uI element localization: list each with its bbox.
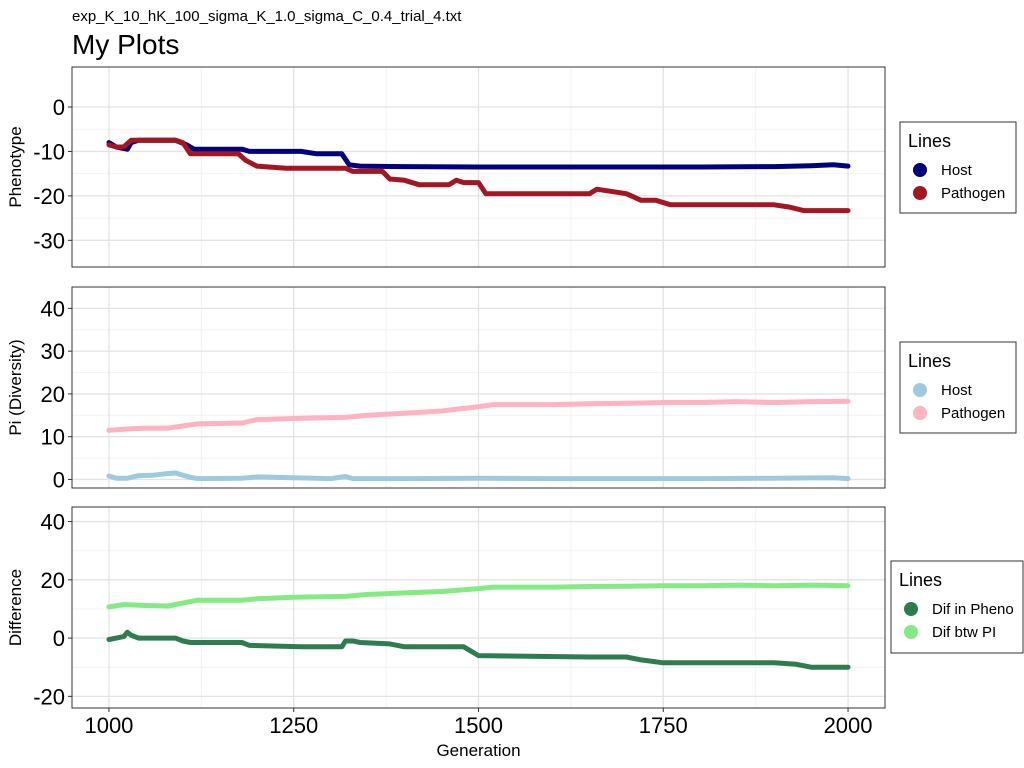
series-line-dif-in-pheno bbox=[106, 629, 851, 670]
panel-2: 0 10 20 30 40 Pi (Diversity) Lines Host Pathogen bbox=[6, 286, 1017, 492]
y-tick-label: -10 bbox=[33, 139, 65, 164]
y-tick-label: 0 bbox=[53, 95, 65, 120]
legend-label-host: Host bbox=[941, 162, 973, 179]
legend-label-pathogen: Pathogen bbox=[941, 405, 1005, 422]
y-tick-label: 20 bbox=[41, 568, 65, 593]
y-tick-label: 40 bbox=[41, 510, 65, 535]
panel-3: 40 20 0 -20 1000 1250 1500 1750 2000 Generation Di… bbox=[6, 506, 1024, 760]
x-tick-label: 1000 bbox=[84, 713, 133, 738]
legend-title: Lines bbox=[899, 570, 942, 590]
legend-title: Lines bbox=[908, 131, 951, 151]
y-tick-label: 40 bbox=[41, 296, 65, 321]
legend: Lines Dif in Pheno Dif btw PI bbox=[890, 560, 1024, 654]
x-tick-label: 1500 bbox=[454, 713, 503, 738]
legend-key-dif-in-pheno bbox=[904, 602, 918, 616]
legend-label-host: Host bbox=[941, 382, 973, 399]
series-line-pathogen bbox=[106, 137, 851, 214]
y-tick-label: -30 bbox=[33, 228, 65, 253]
y-tick-label: 20 bbox=[41, 382, 65, 407]
y-tick-label: 30 bbox=[41, 339, 65, 364]
legend-key-pathogen bbox=[913, 186, 927, 200]
y-tick-label: 0 bbox=[53, 467, 65, 492]
figure-title: My Plots bbox=[72, 29, 179, 60]
legend-label-pathogen: Pathogen bbox=[941, 185, 1005, 202]
panels: 0 -10 -20 -30 Phenotype Lines Host Pathogen 0 10 2… bbox=[6, 66, 1024, 760]
y-tick-label: -20 bbox=[33, 184, 65, 209]
legend-key-pathogen bbox=[913, 406, 927, 420]
legend-label-dif-btw-pi: Dif btw PI bbox=[932, 624, 996, 641]
figure-subtitle: exp_K_10_hK_100_sigma_K_1.0_sigma_C_0.4_… bbox=[72, 8, 462, 25]
legend-key-host bbox=[913, 163, 927, 177]
y-tick-label: 0 bbox=[53, 626, 65, 651]
panel-border bbox=[71, 66, 886, 268]
series-line-dif-btw-pi bbox=[106, 582, 851, 610]
panel-border bbox=[71, 286, 886, 489]
x-tick-label: 2000 bbox=[824, 713, 873, 738]
x-tick-label: 1250 bbox=[269, 713, 318, 738]
y-axis-label: Phenotype bbox=[6, 126, 25, 207]
y-tick-label: 10 bbox=[41, 425, 65, 450]
legend: Lines Host Pathogen bbox=[899, 341, 1017, 434]
legend-key-host bbox=[913, 383, 927, 397]
series-line-pathogen bbox=[106, 398, 851, 433]
x-tick-label: 1750 bbox=[639, 713, 688, 738]
y-axis-label: Pi (Diversity) bbox=[6, 339, 25, 435]
legend-label-dif-in-pheno: Dif in Pheno bbox=[932, 601, 1014, 618]
legend-title: Lines bbox=[908, 351, 951, 371]
x-axis-label: Generation bbox=[436, 741, 520, 760]
panel-1: 0 -10 -20 -30 Phenotype Lines Host Pathogen bbox=[6, 66, 1017, 268]
series-line-host bbox=[106, 470, 851, 482]
y-axis-label: Difference bbox=[6, 569, 25, 646]
y-tick-label: -20 bbox=[33, 684, 65, 709]
legend-key-dif-btw-pi bbox=[904, 625, 918, 639]
legend: Lines Host Pathogen bbox=[899, 121, 1017, 214]
